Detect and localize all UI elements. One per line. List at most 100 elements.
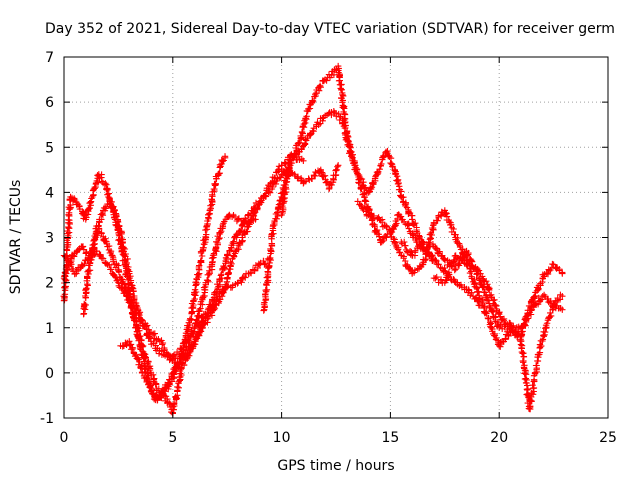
data-point — [382, 148, 390, 155]
data-point — [191, 324, 198, 331]
trace-segment — [409, 220, 423, 242]
trace-segment — [296, 136, 310, 155]
x-tick-label: 20 — [490, 430, 508, 446]
trace-segment — [204, 175, 220, 228]
x-tick-label: 0 — [60, 430, 69, 446]
series-track-7 — [278, 107, 485, 309]
trace-segment — [392, 168, 407, 206]
data-point — [221, 153, 229, 160]
trace-segment — [107, 198, 120, 217]
trace-segment — [536, 322, 550, 358]
trace-segment — [212, 283, 229, 309]
data-point — [543, 320, 551, 327]
trace-segment — [367, 210, 382, 223]
trace-segment — [314, 114, 327, 128]
trace-segment — [126, 273, 140, 307]
trace-segment — [398, 238, 415, 258]
trace-segment — [87, 225, 100, 263]
y-tick-label: 6 — [45, 95, 54, 111]
trace-segment — [165, 365, 180, 388]
trace-segment — [195, 222, 211, 271]
trace-segment — [260, 227, 277, 314]
trace-segment — [135, 356, 151, 383]
trace-segment — [291, 172, 305, 185]
trace-segment — [222, 253, 238, 291]
trace-segment — [371, 221, 384, 246]
y-tick-label: 0 — [45, 366, 54, 382]
data-point — [387, 229, 394, 237]
trace-segment — [529, 294, 545, 310]
trace-segment — [366, 172, 380, 195]
trace-segment — [73, 257, 89, 277]
y-tick-label: 5 — [45, 140, 54, 156]
trace-segment — [208, 228, 225, 266]
series-track-10 — [430, 252, 566, 336]
trace-segment — [224, 231, 240, 259]
data-point — [426, 252, 433, 259]
data-point — [334, 162, 342, 169]
trace-segment — [279, 152, 294, 217]
trace-segment — [373, 149, 389, 177]
y-tick-label: 4 — [45, 185, 54, 201]
trace-segment — [93, 248, 110, 267]
trace-segment — [525, 351, 542, 412]
trace-segment — [518, 307, 535, 330]
data-point — [408, 216, 416, 223]
trace-segment — [89, 172, 102, 199]
trace-segment — [323, 109, 335, 119]
trace-segment — [305, 91, 319, 113]
trace-segment — [461, 285, 475, 299]
trace-segment — [296, 107, 311, 146]
x-tick-label: 15 — [381, 430, 399, 446]
trace-segment — [93, 210, 107, 230]
data-point — [234, 216, 242, 223]
data-point — [365, 189, 372, 196]
trace-segment — [398, 252, 416, 277]
trace-segment — [430, 208, 448, 226]
data-point — [559, 306, 566, 313]
x-tick-label: 25 — [599, 430, 617, 446]
data-point — [559, 270, 566, 277]
trace-segment — [212, 254, 230, 296]
trace-segment — [497, 313, 513, 335]
data-point — [180, 342, 187, 349]
trace-segment — [192, 310, 207, 330]
trace-segment — [326, 163, 341, 189]
data-point — [559, 292, 566, 300]
trace-segment — [317, 168, 333, 193]
trace-segment — [266, 177, 280, 196]
trace-segment — [304, 123, 320, 140]
data-point — [102, 180, 109, 187]
x-tick-label: 5 — [168, 430, 177, 446]
trace-segment — [497, 331, 512, 350]
trace-segment — [126, 341, 142, 362]
axis-ticks: 0 5 10 15 20 25 -1 0 1 2 3 4 5 6 7 — [40, 50, 617, 446]
data-point — [308, 175, 316, 183]
trace-segment — [540, 291, 556, 310]
data-point — [378, 238, 385, 246]
trace-segment — [169, 366, 185, 413]
trace-segment — [401, 199, 416, 219]
y-tick-label: 1 — [45, 321, 54, 337]
trace-segment — [119, 239, 133, 275]
trace-segment — [377, 216, 393, 234]
trace-segment — [453, 254, 469, 267]
trace-segment — [442, 252, 459, 284]
trace-segment — [60, 196, 74, 304]
trace-segment — [187, 332, 203, 353]
trace-segment — [82, 195, 95, 221]
trace-segment — [115, 282, 132, 304]
trace-segment — [139, 342, 154, 374]
trace-segment — [388, 228, 404, 256]
trace-segment — [329, 66, 340, 78]
trace-segment — [405, 220, 420, 244]
trace-segment — [474, 267, 491, 291]
x-axis-title: GPS time / hours — [277, 458, 394, 474]
y-tick-label: 7 — [45, 50, 54, 66]
y-axis-title: SDTVAR / TECUs — [8, 180, 24, 295]
series-track-5 — [117, 162, 342, 417]
trace-segment — [507, 323, 522, 336]
trace-segment — [112, 262, 128, 291]
trace-segment — [517, 337, 534, 413]
